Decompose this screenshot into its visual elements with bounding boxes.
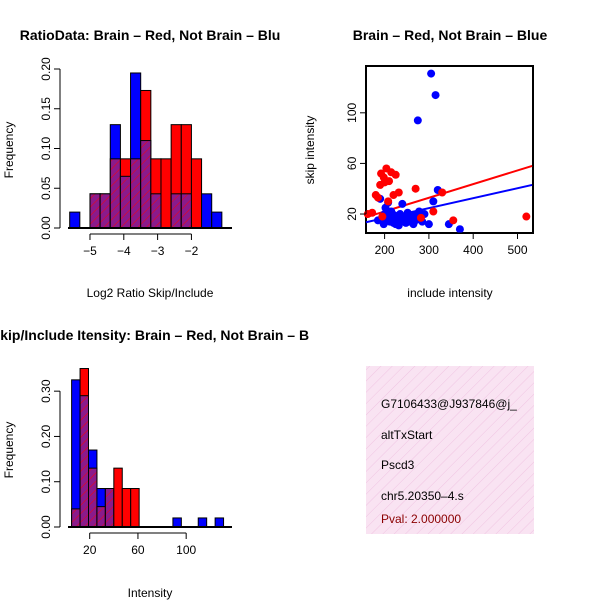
- histogram-bar-overlap: [150, 193, 162, 229]
- histogram-bar-overlap: [89, 193, 101, 229]
- scatter-point-blue: [413, 116, 422, 125]
- scatter-point-red: [411, 184, 420, 193]
- scatter-point-red: [384, 197, 393, 206]
- histogram-bar-red: [130, 488, 140, 528]
- histogram-bar-blue: [201, 193, 213, 229]
- histogram-bar-blue: [71, 379, 81, 528]
- intensity-histogram-y-axis: 0.00 0.10 0.20 0.30: [39, 379, 61, 539]
- info-gene-id: G7106433@J937846@j_: [381, 397, 517, 411]
- intensity-histogram-bars: [71, 368, 225, 528]
- y-tick-label: 0.00: [39, 216, 53, 240]
- ratio-histogram-x-label: Log2 Ratio Skip/Include: [87, 286, 214, 300]
- scatter-point-red: [522, 212, 531, 221]
- ratio-histogram-y-axis: 0.00 0.05 0.10 0.15 0.20: [39, 57, 61, 240]
- histogram-bar-overlap: [88, 467, 98, 528]
- scatter-title: Brain – Red, Not Brain – Blue: [353, 27, 548, 43]
- scatter-point-red: [385, 177, 394, 186]
- histogram-bar-overlap: [79, 395, 89, 528]
- y-tick-label: 60: [345, 156, 359, 170]
- scatter-point-red: [429, 207, 438, 216]
- intensity-histogram-title: Skip/Include Itensity: Brain – Red, Not …: [0, 327, 309, 343]
- histogram-bar-blue: [214, 517, 225, 528]
- histogram-bar-red: [113, 467, 123, 528]
- scatter-point-red: [394, 188, 403, 197]
- x-tick-label: 400: [463, 243, 483, 257]
- info-gene-name: Pscd3: [381, 458, 415, 472]
- scatter-point-red: [416, 213, 425, 222]
- scatter-point-blue: [429, 197, 438, 206]
- x-tick-label: 300: [419, 243, 439, 257]
- ratio-histogram-y-label: Frequency: [2, 122, 16, 179]
- histogram-bar-blue: [172, 517, 182, 528]
- scatter-y-axis: 20 60 100: [345, 102, 367, 221]
- x-tick-label: 500: [507, 243, 527, 257]
- info-event-type: altTxStart: [381, 428, 433, 442]
- scatter-point-red: [438, 188, 447, 197]
- x-tick-label: −5: [83, 244, 97, 258]
- histogram-bar-blue: [69, 211, 81, 229]
- x-tick-label: −3: [151, 244, 165, 258]
- scatter-points: [363, 69, 531, 234]
- histogram-bar-overlap: [130, 158, 142, 229]
- y-tick-label: 0.05: [39, 176, 53, 200]
- histogram-bar-overlap: [180, 193, 192, 229]
- x-tick-label: 100: [176, 543, 196, 557]
- ratio-histogram-bars: [69, 72, 223, 229]
- y-tick-label: 0.10: [39, 136, 53, 160]
- y-tick-label: 0.20: [39, 424, 53, 448]
- info-location: chr5.20350–4.s: [381, 489, 464, 503]
- info-background: [366, 366, 534, 534]
- y-tick-label: 0.15: [39, 97, 53, 121]
- scatter-point-blue: [427, 69, 436, 78]
- histogram-bar-red: [160, 158, 172, 229]
- ratio-histogram-x-axis: −5 −4 −3 −2: [83, 233, 199, 258]
- ratio-histogram-panel: RatioData: Brain – Red, Not Brain – Blu …: [2, 27, 280, 300]
- scatter-point-blue: [394, 221, 403, 230]
- histogram-bar-overlap: [104, 488, 115, 528]
- info-pval: Pval: 2.000000: [381, 512, 461, 526]
- histogram-bar-red: [190, 158, 203, 229]
- y-tick-label: 0.00: [39, 515, 53, 539]
- histogram-bar-blue: [211, 211, 223, 229]
- scatter-point-blue: [455, 225, 464, 234]
- x-tick-label: 20: [83, 543, 97, 557]
- scatter-point-red: [391, 170, 400, 179]
- histogram-bar-overlap: [99, 193, 111, 229]
- histogram-bar-overlap: [119, 175, 132, 229]
- ratio-histogram-title: RatioData: Brain – Red, Not Brain – Blu: [20, 27, 281, 43]
- y-tick-label: 0.10: [39, 470, 53, 494]
- histogram-bar-blue: [197, 517, 208, 528]
- y-tick-label: 0.20: [39, 57, 53, 81]
- scatter-point-red: [449, 216, 458, 225]
- scatter-x-label: include intensity: [407, 286, 492, 300]
- intensity-histogram-y-label: Frequency: [2, 422, 16, 479]
- scatter-point-blue: [424, 220, 433, 229]
- histogram-bar-overlap: [71, 508, 81, 528]
- scatter-point-blue: [398, 199, 407, 208]
- histogram-bar-overlap: [140, 140, 152, 229]
- histogram-bar-overlap: [109, 158, 121, 229]
- y-tick-label: 100: [345, 102, 359, 122]
- histogram-bar-red: [121, 488, 132, 528]
- x-tick-label: 60: [131, 543, 145, 557]
- x-tick-label: 200: [375, 243, 395, 257]
- scatter-point-blue: [431, 91, 440, 100]
- intensity-scatter-panel: Brain – Red, Not Brain – Blue 200 300 400 5…: [303, 27, 547, 300]
- scatter-point-red: [378, 212, 387, 221]
- scatter-y-label: skip intensity: [303, 116, 317, 185]
- x-tick-label: −4: [117, 244, 131, 258]
- y-tick-label: 20: [345, 207, 359, 221]
- scatter-point-red: [373, 193, 382, 202]
- scatter-point-red: [368, 208, 377, 217]
- histogram-bar-overlap: [170, 193, 182, 229]
- intensity-histogram-x-label: Intensity: [128, 586, 173, 600]
- intensity-histogram-panel: Skip/Include Itensity: Brain – Red, Not …: [0, 327, 309, 600]
- y-tick-label: 0.30: [39, 379, 53, 403]
- x-tick-label: −2: [185, 244, 199, 258]
- intensity-histogram-x-axis: 20 60 100: [83, 532, 197, 557]
- event-info-panel: G7106433@J937846@j_ altTxStart Pscd3 chr…: [366, 366, 534, 534]
- scatter-x-axis: 200 300 400 500: [375, 232, 528, 257]
- histogram-bar-overlap: [96, 506, 106, 528]
